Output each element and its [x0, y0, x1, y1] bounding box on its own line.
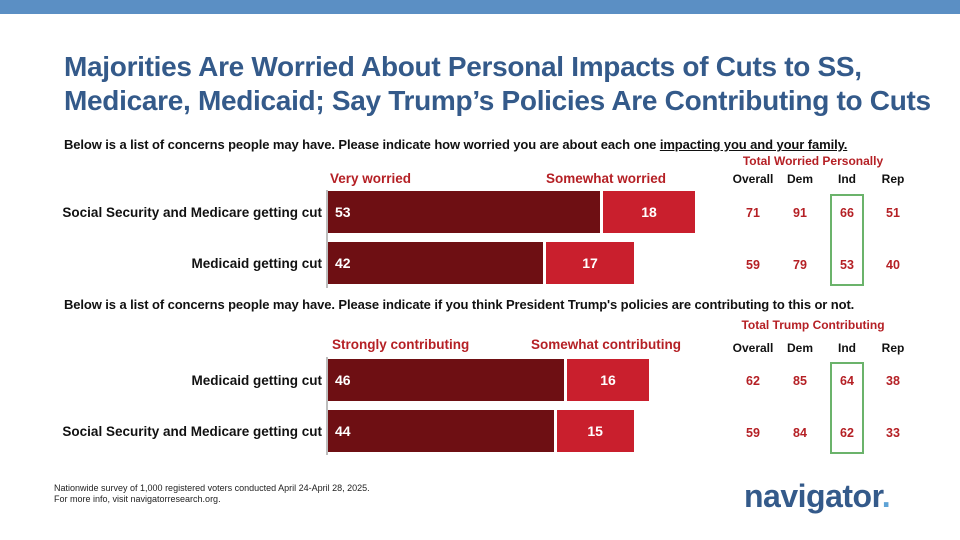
summary-title-1: Total Worried Personally [742, 154, 884, 168]
val-1-0-dem: 91 [793, 206, 807, 220]
data-label: 15 [587, 423, 603, 439]
data-label: 44 [335, 423, 351, 439]
logo-text: navigator [744, 478, 882, 514]
col-head-ind-1: Ind [838, 172, 856, 186]
val-1-0-ind: 66 [840, 206, 854, 220]
ind-highlight-box-2 [830, 362, 864, 454]
data-label: 16 [600, 372, 616, 388]
question-1-text: Below is a list of concerns people may h… [64, 137, 660, 152]
legend-somewhat-worried: Somewhat worried [546, 171, 667, 186]
col-head-ind-2: Ind [838, 341, 856, 355]
legend-very-worried: Very worried [330, 171, 412, 186]
page-title: Majorities Are Worried About Personal Im… [64, 50, 944, 118]
val-2-0-overall: 62 [746, 374, 760, 388]
axis-line-1 [326, 190, 328, 288]
val-2-1-ind: 62 [840, 426, 854, 440]
col-head-dem-1: Dem [786, 172, 813, 186]
col-head-overall-2: Overall [732, 341, 774, 355]
bar-1-0-somewhat-worried: 18 [602, 191, 696, 233]
legend-somewhat-contributing: Somewhat contributing [531, 337, 681, 352]
col-head-dem-2: Dem [786, 341, 813, 355]
data-label: 17 [582, 255, 598, 271]
row-label-2-0: Medicaid getting cut [191, 373, 322, 388]
val-1-1-ind: 53 [840, 258, 854, 272]
val-2-1-rep: 33 [886, 426, 900, 440]
val-1-1-overall: 59 [746, 258, 760, 272]
val-2-0-ind: 64 [840, 374, 854, 388]
bar-2-0-somewhat-contributing: 16 [566, 359, 650, 401]
question-1: Below is a list of concerns people may h… [64, 137, 847, 152]
val-1-1-dem: 79 [793, 258, 807, 272]
bar-2-0-strongly-contributing: 46 [328, 359, 564, 401]
axis-line-2 [326, 357, 328, 455]
val-2-0-dem: 85 [793, 374, 807, 388]
bar-2-1-strongly-contributing: 44 [328, 410, 554, 452]
footnote: Nationwide survey of 1,000 registered vo… [54, 483, 370, 505]
summary-title-2: Total Trump Contributing [741, 318, 885, 332]
navigator-logo: navigator. [744, 478, 891, 515]
legend-strongly-contributing: Strongly contributing [332, 337, 470, 352]
data-label: 53 [335, 204, 351, 220]
val-2-1-overall: 59 [746, 426, 760, 440]
question-1-underlined: impacting you and your family. [659, 137, 848, 152]
top-band [0, 0, 960, 14]
val-1-0-rep: 51 [886, 206, 900, 220]
title-line-1: Majorities Are Worried About Personal Im… [64, 51, 862, 82]
row-label-1-1: Medicaid getting cut [191, 256, 322, 271]
bar-1-1-very-worried: 42 [328, 242, 544, 284]
val-1-1-rep: 40 [886, 258, 900, 272]
row-label-1-0: Social Security and Medicare getting cut [62, 205, 322, 220]
data-label: 42 [335, 255, 351, 271]
ind-highlight-box-1 [830, 194, 864, 286]
col-head-overall-1: Overall [732, 172, 774, 186]
col-head-rep-1: Rep [881, 172, 905, 186]
question-2: Below is a list of concerns people may h… [64, 297, 855, 312]
title-line-2: Medicare, Medicaid; Say Trump’s Policies… [64, 85, 931, 116]
val-1-0-overall: 71 [746, 206, 760, 220]
bar-1-0-very-worried: 53 [328, 191, 600, 233]
logo-dot: . [881, 478, 891, 514]
footnote-line-2: For more info, visit navigatorresearch.o… [54, 494, 221, 504]
row-label-2-1: Social Security and Medicare getting cut [62, 424, 322, 439]
val-2-0-rep: 38 [886, 374, 900, 388]
bar-2-1-somewhat-contributing: 15 [556, 410, 634, 452]
data-label: 18 [641, 204, 657, 220]
footnote-line-1: Nationwide survey of 1,000 registered vo… [54, 483, 370, 493]
bar-1-1-somewhat-worried: 17 [546, 242, 634, 284]
val-2-1-dem: 84 [793, 426, 807, 440]
data-label: 46 [335, 372, 351, 388]
col-head-rep-2: Rep [881, 341, 905, 355]
